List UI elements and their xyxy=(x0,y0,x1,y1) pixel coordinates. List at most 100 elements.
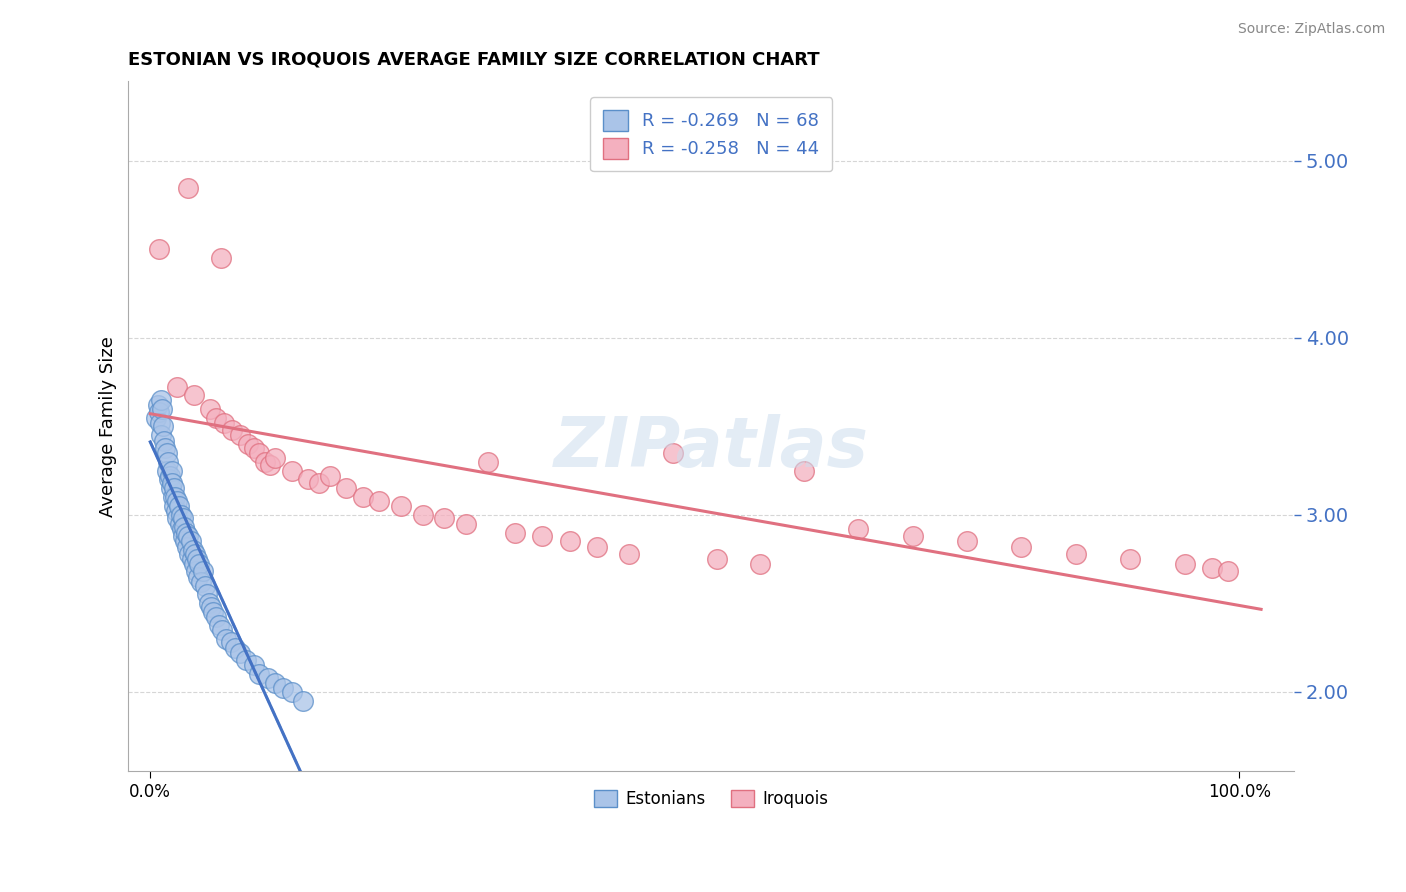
Point xyxy=(257,671,280,685)
Point xyxy=(433,511,456,525)
Point xyxy=(1218,565,1240,579)
Point xyxy=(162,490,184,504)
Point xyxy=(228,646,250,660)
Text: Source: ZipAtlas.com: Source: ZipAtlas.com xyxy=(1237,22,1385,37)
Point xyxy=(181,543,204,558)
Point xyxy=(503,525,526,540)
Point xyxy=(209,252,232,266)
Point xyxy=(259,458,281,473)
Point xyxy=(242,658,264,673)
Point xyxy=(169,516,191,531)
Point xyxy=(793,464,815,478)
Point xyxy=(1011,540,1033,554)
Point xyxy=(662,446,685,460)
Point xyxy=(214,416,236,430)
Point xyxy=(194,579,217,593)
Point xyxy=(558,534,581,549)
Point xyxy=(1119,552,1142,566)
Point xyxy=(308,475,330,490)
Point xyxy=(1064,547,1087,561)
Point xyxy=(176,540,198,554)
Point xyxy=(172,529,194,543)
Point xyxy=(1201,561,1223,575)
Point xyxy=(159,469,181,483)
Point xyxy=(149,416,172,430)
Point xyxy=(191,565,214,579)
Point xyxy=(186,552,208,566)
Point xyxy=(153,434,176,448)
Point xyxy=(204,410,226,425)
Point xyxy=(155,441,177,455)
Point xyxy=(177,529,200,543)
Point xyxy=(150,401,173,416)
Point xyxy=(247,667,270,681)
Y-axis label: Average Family Size: Average Family Size xyxy=(100,336,117,516)
Point xyxy=(531,529,554,543)
Point xyxy=(846,522,869,536)
Point xyxy=(749,558,772,572)
Point xyxy=(177,180,200,194)
Point xyxy=(170,508,193,522)
Point xyxy=(165,504,187,518)
Point xyxy=(202,605,225,619)
Point xyxy=(204,610,226,624)
Point xyxy=(221,423,243,437)
Point xyxy=(224,640,246,655)
Point xyxy=(585,540,607,554)
Point xyxy=(163,481,186,495)
Point xyxy=(172,511,194,525)
Text: ZIPatlas: ZIPatlas xyxy=(554,414,869,481)
Point xyxy=(389,499,412,513)
Point xyxy=(163,499,186,513)
Point xyxy=(167,499,190,513)
Point xyxy=(180,534,202,549)
Point xyxy=(166,493,188,508)
Point xyxy=(160,464,183,478)
Point xyxy=(200,599,222,614)
Point xyxy=(208,617,231,632)
Point xyxy=(155,446,177,460)
Point xyxy=(335,481,357,495)
Point xyxy=(157,472,180,486)
Point xyxy=(173,520,195,534)
Point xyxy=(281,464,304,478)
Point xyxy=(179,547,201,561)
Point xyxy=(253,455,276,469)
Point xyxy=(319,469,342,483)
Point xyxy=(170,522,193,536)
Point xyxy=(148,405,170,419)
Point xyxy=(242,441,264,455)
Point xyxy=(228,428,250,442)
Point xyxy=(183,558,205,572)
Point xyxy=(155,464,177,478)
Point xyxy=(291,693,314,707)
Point xyxy=(281,685,304,699)
Point xyxy=(271,681,294,696)
Point xyxy=(156,455,179,469)
Point xyxy=(368,493,391,508)
Point xyxy=(956,534,979,549)
Legend: Estonians, Iroquois: Estonians, Iroquois xyxy=(588,783,835,814)
Point xyxy=(187,570,209,584)
Point xyxy=(235,653,257,667)
Point xyxy=(174,525,197,540)
Point xyxy=(166,511,188,525)
Point xyxy=(152,419,174,434)
Point xyxy=(264,676,287,690)
Point xyxy=(211,623,233,637)
Point xyxy=(477,455,499,469)
Point xyxy=(190,575,212,590)
Point xyxy=(166,380,188,394)
Point xyxy=(352,490,374,504)
Point xyxy=(706,552,728,566)
Point xyxy=(264,451,287,466)
Point xyxy=(180,552,202,566)
Point xyxy=(238,437,260,451)
Text: ESTONIAN VS IROQUOIS AVERAGE FAMILY SIZE CORRELATION CHART: ESTONIAN VS IROQUOIS AVERAGE FAMILY SIZE… xyxy=(128,51,820,69)
Point xyxy=(219,635,242,649)
Point xyxy=(195,587,218,601)
Point xyxy=(297,472,319,486)
Point xyxy=(183,387,205,401)
Point xyxy=(188,558,211,572)
Point xyxy=(160,475,183,490)
